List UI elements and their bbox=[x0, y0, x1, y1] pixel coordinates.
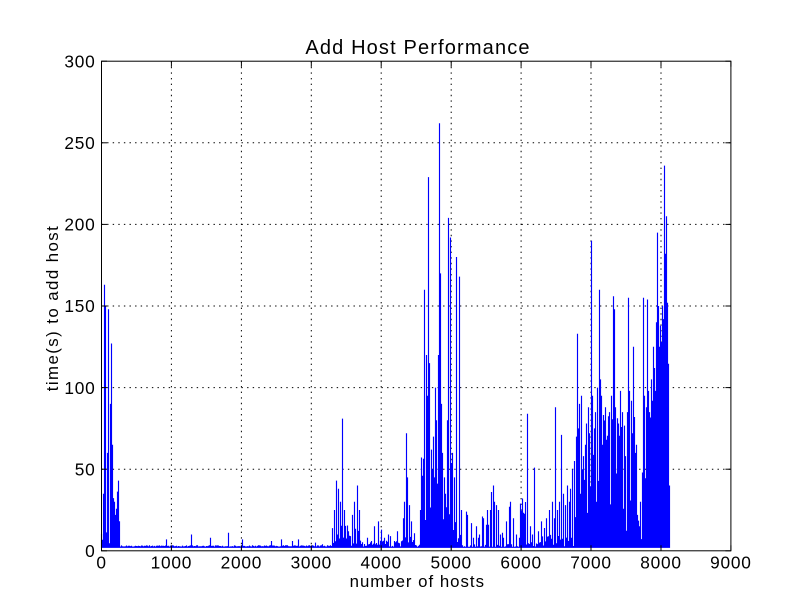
svg-text:3000: 3000 bbox=[291, 552, 332, 572]
svg-text:200: 200 bbox=[64, 215, 95, 235]
svg-text:9000: 9000 bbox=[710, 552, 751, 572]
svg-text:150: 150 bbox=[64, 296, 95, 316]
svg-text:1000: 1000 bbox=[151, 552, 192, 572]
svg-text:Add Host Performance: Add Host Performance bbox=[305, 37, 530, 59]
svg-text:0: 0 bbox=[85, 541, 95, 561]
svg-text:number of hosts: number of hosts bbox=[350, 572, 485, 591]
svg-text:250: 250 bbox=[64, 133, 95, 153]
svg-text:6000: 6000 bbox=[500, 552, 541, 572]
svg-text:5000: 5000 bbox=[430, 552, 471, 572]
svg-text:4000: 4000 bbox=[360, 552, 401, 572]
svg-text:2000: 2000 bbox=[221, 552, 262, 572]
svg-text:0: 0 bbox=[96, 552, 106, 572]
svg-text:7000: 7000 bbox=[570, 552, 611, 572]
svg-text:time(s) to add host: time(s) to add host bbox=[43, 225, 62, 392]
svg-text:50: 50 bbox=[75, 459, 96, 479]
svg-text:100: 100 bbox=[64, 378, 95, 398]
svg-text:8000: 8000 bbox=[640, 552, 681, 572]
svg-text:300: 300 bbox=[64, 51, 95, 71]
